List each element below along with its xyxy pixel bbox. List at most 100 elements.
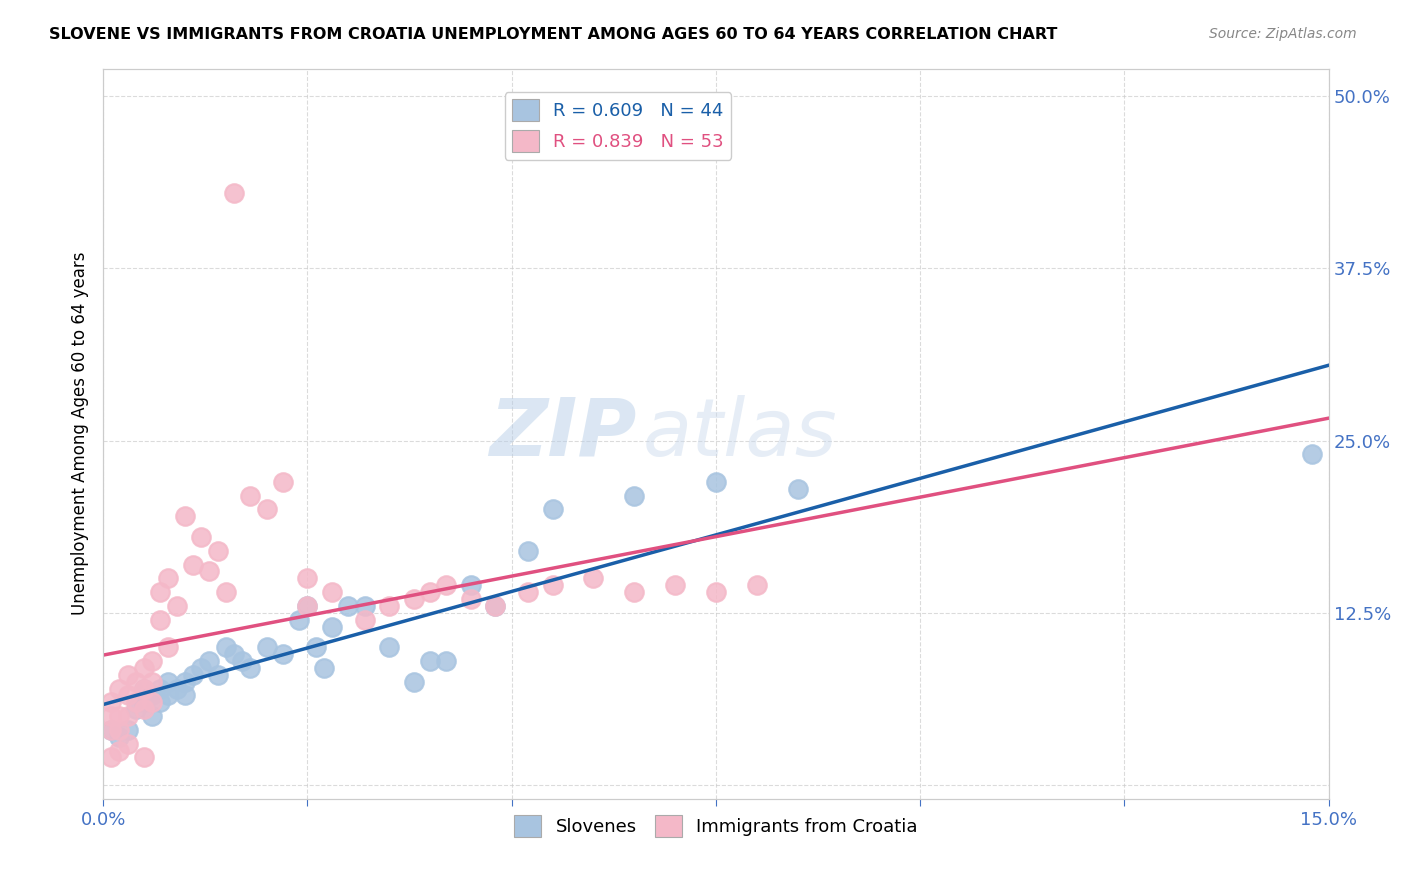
- Point: [157, 674, 180, 689]
- Point: [207, 543, 229, 558]
- Point: [353, 599, 375, 613]
- Point: [173, 509, 195, 524]
- Point: [321, 585, 343, 599]
- Point: [108, 743, 131, 757]
- Point: [1301, 447, 1323, 461]
- Point: [108, 709, 131, 723]
- Text: SLOVENE VS IMMIGRANTS FROM CROATIA UNEMPLOYMENT AMONG AGES 60 TO 64 YEARS CORREL: SLOVENE VS IMMIGRANTS FROM CROATIA UNEMP…: [49, 27, 1057, 42]
- Point: [157, 640, 180, 655]
- Point: [190, 530, 212, 544]
- Point: [419, 654, 441, 668]
- Point: [434, 578, 457, 592]
- Point: [108, 723, 131, 737]
- Point: [181, 558, 204, 572]
- Point: [141, 689, 163, 703]
- Point: [132, 681, 155, 696]
- Point: [378, 640, 401, 655]
- Point: [132, 661, 155, 675]
- Point: [419, 585, 441, 599]
- Point: [460, 592, 482, 607]
- Point: [231, 654, 253, 668]
- Point: [198, 565, 221, 579]
- Point: [541, 578, 564, 592]
- Point: [125, 695, 148, 709]
- Point: [745, 578, 768, 592]
- Point: [125, 702, 148, 716]
- Point: [402, 592, 425, 607]
- Point: [117, 737, 139, 751]
- Point: [434, 654, 457, 668]
- Point: [215, 640, 238, 655]
- Point: [321, 619, 343, 633]
- Point: [132, 750, 155, 764]
- Point: [100, 723, 122, 737]
- Point: [582, 571, 605, 585]
- Point: [181, 668, 204, 682]
- Point: [166, 599, 188, 613]
- Point: [297, 599, 319, 613]
- Point: [704, 475, 727, 489]
- Point: [312, 661, 335, 675]
- Point: [117, 723, 139, 737]
- Point: [484, 599, 506, 613]
- Text: ZIP: ZIP: [489, 394, 637, 473]
- Point: [517, 585, 540, 599]
- Point: [239, 489, 262, 503]
- Point: [271, 647, 294, 661]
- Point: [786, 482, 808, 496]
- Point: [288, 613, 311, 627]
- Point: [100, 750, 122, 764]
- Point: [271, 475, 294, 489]
- Point: [149, 681, 172, 696]
- Point: [125, 674, 148, 689]
- Point: [297, 599, 319, 613]
- Point: [132, 681, 155, 696]
- Point: [141, 695, 163, 709]
- Point: [100, 709, 122, 723]
- Point: [166, 681, 188, 696]
- Point: [141, 674, 163, 689]
- Point: [222, 647, 245, 661]
- Point: [460, 578, 482, 592]
- Point: [173, 674, 195, 689]
- Point: [108, 730, 131, 744]
- Point: [215, 585, 238, 599]
- Point: [623, 585, 645, 599]
- Point: [190, 661, 212, 675]
- Point: [256, 640, 278, 655]
- Point: [222, 186, 245, 200]
- Point: [117, 668, 139, 682]
- Text: atlas: atlas: [643, 394, 837, 473]
- Point: [337, 599, 360, 613]
- Point: [108, 681, 131, 696]
- Point: [256, 502, 278, 516]
- Point: [378, 599, 401, 613]
- Point: [132, 702, 155, 716]
- Point: [304, 640, 326, 655]
- Point: [704, 585, 727, 599]
- Point: [149, 585, 172, 599]
- Point: [623, 489, 645, 503]
- Point: [100, 695, 122, 709]
- Point: [149, 613, 172, 627]
- Point: [517, 543, 540, 558]
- Point: [141, 709, 163, 723]
- Point: [173, 689, 195, 703]
- Point: [157, 689, 180, 703]
- Y-axis label: Unemployment Among Ages 60 to 64 years: Unemployment Among Ages 60 to 64 years: [72, 252, 89, 615]
- Point: [198, 654, 221, 668]
- Point: [541, 502, 564, 516]
- Point: [141, 654, 163, 668]
- Point: [664, 578, 686, 592]
- Point: [132, 695, 155, 709]
- Point: [402, 674, 425, 689]
- Point: [353, 613, 375, 627]
- Point: [297, 571, 319, 585]
- Legend: Slovenes, Immigrants from Croatia: Slovenes, Immigrants from Croatia: [506, 808, 925, 845]
- Point: [117, 689, 139, 703]
- Point: [100, 723, 122, 737]
- Text: Source: ZipAtlas.com: Source: ZipAtlas.com: [1209, 27, 1357, 41]
- Point: [117, 709, 139, 723]
- Point: [157, 571, 180, 585]
- Point: [149, 695, 172, 709]
